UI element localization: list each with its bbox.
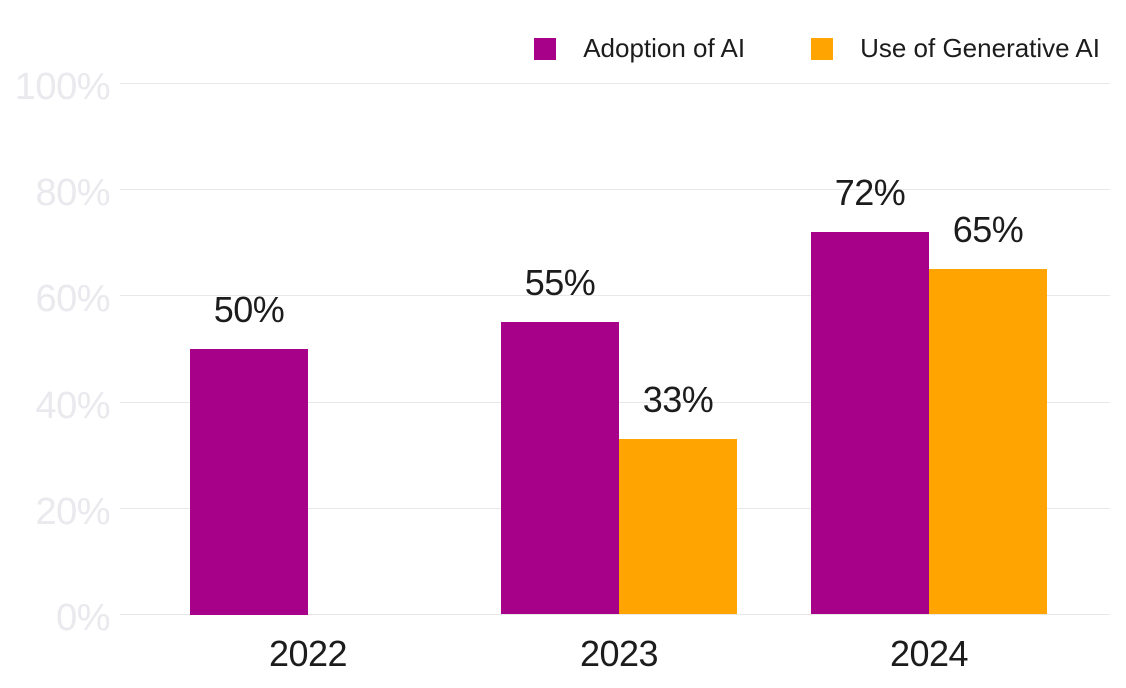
chart-legend: Adoption of AI Use of Generative AI xyxy=(534,33,1100,64)
x-axis-label-2023: 2023 xyxy=(579,633,659,674)
y-axis-tick-label: 100% xyxy=(14,66,111,108)
bar-value-label: 50% xyxy=(213,289,285,330)
bar-adoption-of-ai-2023 xyxy=(501,322,619,614)
gridline-0% xyxy=(120,614,1110,615)
legend-item-adoption-of-ai: Adoption of AI xyxy=(534,33,745,64)
y-axis-tick-label: 80% xyxy=(35,172,110,214)
y-axis-tick-label: 0% xyxy=(56,597,110,639)
bar-adoption-of-ai-2024 xyxy=(811,232,929,614)
legend-swatch-icon xyxy=(811,37,834,60)
legend-swatch-icon xyxy=(534,37,557,60)
y-axis-tick-label: 20% xyxy=(35,491,110,533)
bar-value-label: 65% xyxy=(952,209,1024,250)
bar-value-label: 33% xyxy=(642,379,714,420)
bar-adoption-of-ai-2022 xyxy=(190,349,308,615)
gridline-100% xyxy=(120,83,1110,84)
gridline-80% xyxy=(120,189,1110,190)
gridline-60% xyxy=(120,295,1110,296)
bar-use-of-generative-ai-2023 xyxy=(619,439,737,614)
bar-value-label: 55% xyxy=(524,262,596,303)
x-axis-label-2024: 2024 xyxy=(889,633,969,674)
legend-item-use-of-generative-ai: Use of Generative AI xyxy=(811,33,1100,64)
legend-label: Use of Generative AI xyxy=(860,33,1100,63)
legend-label: Adoption of AI xyxy=(583,33,746,63)
bar-use-of-generative-ai-2024 xyxy=(929,269,1047,614)
bar-value-label: 72% xyxy=(834,172,906,213)
y-axis-tick-label: 60% xyxy=(35,278,110,320)
y-axis-tick-label: 40% xyxy=(35,385,110,427)
x-axis-label-2022: 2022 xyxy=(268,633,348,674)
